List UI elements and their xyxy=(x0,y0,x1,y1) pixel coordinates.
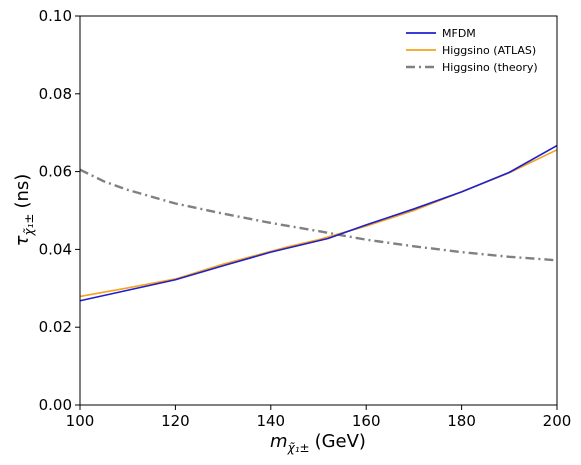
x-tick-label: 100 xyxy=(66,412,95,430)
series-line-mfdm xyxy=(79,144,558,302)
y-tick-label: 0.08 xyxy=(39,85,72,103)
series-lines xyxy=(79,144,558,302)
series-line-higgsino-theory xyxy=(79,168,558,262)
legend-label: Higgsino (theory) xyxy=(442,61,538,74)
x-axis-label: mχ̃₁± (GeV) xyxy=(270,431,366,455)
x-tick-label: 160 xyxy=(352,412,381,430)
legend: MFDM Higgsino (ATLAS) Higgsino (theory) xyxy=(406,27,538,74)
y-tick-label: 0.10 xyxy=(39,7,72,25)
series-line-higgsino-atlas xyxy=(79,149,558,298)
x-tick-label: 180 xyxy=(447,412,476,430)
legend-label: Higgsino (ATLAS) xyxy=(442,44,536,57)
x-tick-label: 140 xyxy=(256,412,285,430)
y-tick-label: 0.00 xyxy=(39,396,72,414)
x-axis: 100 120 140 160 180 200 xyxy=(66,405,572,430)
plot-frame xyxy=(79,15,558,406)
y-tick-label: 0.02 xyxy=(39,318,72,336)
legend-label: MFDM xyxy=(442,27,476,40)
y-axis-label: τχ̃₁±(ns) xyxy=(12,174,36,247)
x-tick-label: 120 xyxy=(161,412,190,430)
y-tick-label: 0.06 xyxy=(39,163,72,181)
y-tick-label: 0.04 xyxy=(39,240,72,258)
y-axis: 0.00 0.02 0.04 0.06 0.08 0.10 xyxy=(39,7,80,414)
x-tick-label: 200 xyxy=(543,412,572,430)
